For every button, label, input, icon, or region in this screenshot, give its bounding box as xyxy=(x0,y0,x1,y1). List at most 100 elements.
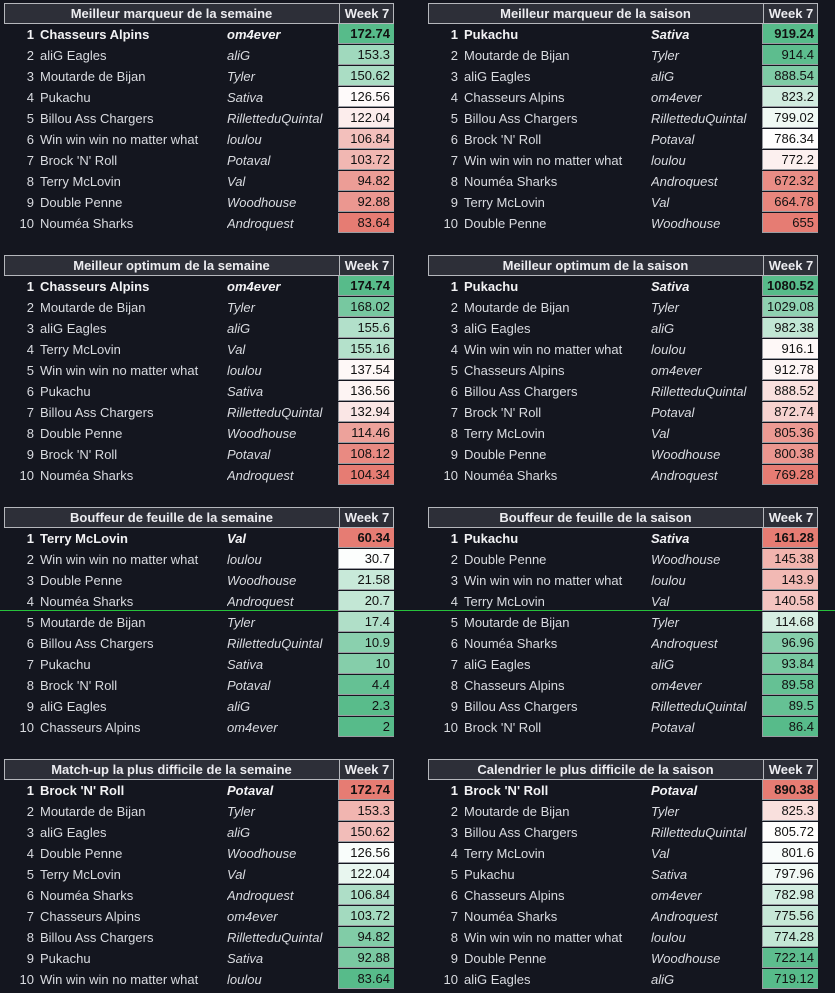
owner-name: loulou xyxy=(651,573,686,588)
value-cell: 722.14 xyxy=(762,948,818,968)
team-name: Brock 'N' Roll xyxy=(464,405,542,420)
rank-cell: 8 xyxy=(26,930,34,945)
owner-name: aliG xyxy=(227,699,251,714)
owner-name: Sativa xyxy=(651,867,688,882)
team-name: Chasseurs Alpins xyxy=(40,909,141,924)
table-row: 8 Double Penne Woodhouse 114.46 xyxy=(4,423,394,444)
rank-cell: 2 xyxy=(26,552,34,567)
team-name: Moutarde de Bijan xyxy=(40,615,146,630)
table-row: 9 Billou Ass Chargers RilletteduQuintal 89.… xyxy=(428,696,818,717)
week-column-header: Week 7 xyxy=(339,760,394,779)
table-row: 6 Pukachu Sativa 136.56 xyxy=(4,381,394,402)
value-cell: 10.9 xyxy=(338,633,394,653)
owner-name: Sativa xyxy=(651,279,690,294)
owner-name: Val xyxy=(227,342,246,357)
team-name: aliG Eagles xyxy=(464,69,531,84)
table-row: 4 Terry McLovin Val 801.6 xyxy=(428,843,818,864)
team-name: Pukachu xyxy=(464,531,519,546)
team-name: Pukachu xyxy=(464,279,519,294)
table-row: 6 Chasseurs Alpins om4ever 782.98 xyxy=(428,885,818,906)
team-name: Brock 'N' Roll xyxy=(464,720,542,735)
rank-cell: 9 xyxy=(450,951,458,966)
table-row: 3 aliG Eagles aliG 155.6 xyxy=(4,318,394,339)
owner-name: loulou xyxy=(651,153,686,168)
value-cell: 93.84 xyxy=(762,654,818,674)
team-name: Nouméa Sharks xyxy=(464,636,558,651)
owner-name: aliG xyxy=(651,69,675,84)
rank-cell: 1 xyxy=(26,531,34,546)
rank-cell: 8 xyxy=(26,678,34,693)
table-row: 2 Moutarde de Bijan Tyler 1029.08 xyxy=(428,297,818,318)
table-row: 3 Double Penne Woodhouse 21.58 xyxy=(4,570,394,591)
team-name: aliG Eagles xyxy=(40,825,107,840)
table-row: 5 Billou Ass Chargers RilletteduQuintal 799… xyxy=(428,108,818,129)
owner-name: Tyler xyxy=(227,69,255,84)
owner-name: Val xyxy=(651,426,670,441)
team-name: Billou Ass Chargers xyxy=(40,405,154,420)
team-name: Double Penne xyxy=(464,951,547,966)
table-header: Meilleur marqueur de la semaine Week 7 xyxy=(4,3,394,24)
team-name: Moutarde de Bijan xyxy=(464,615,570,630)
rank-cell: 2 xyxy=(26,804,34,819)
rank-cell: 4 xyxy=(450,90,458,105)
value-cell: 155.16 xyxy=(338,339,394,359)
rank-cell: 10 xyxy=(19,972,34,987)
table-row: 9 Terry McLovin Val 664.78 xyxy=(428,192,818,213)
table-row: 5 Billou Ass Chargers RilletteduQuintal 122… xyxy=(4,108,394,129)
table-header: Meilleur optimum de la saison Week 7 xyxy=(428,255,818,276)
rank-cell: 9 xyxy=(450,699,458,714)
table-row: 10 Brock 'N' Roll Potaval 86.4 xyxy=(428,717,818,738)
table-row: 1 Pukachu Sativa 1080.52 xyxy=(428,276,818,297)
rank-cell: 6 xyxy=(26,384,34,399)
table-row: 4 Chasseurs Alpins om4ever 823.2 xyxy=(428,87,818,108)
table-row: 10 Nouméa Sharks Androquest 104.34 xyxy=(4,465,394,486)
value-cell: 888.52 xyxy=(762,381,818,401)
rank-cell: 10 xyxy=(443,216,458,231)
table-title: Match-up la plus difficile de la semaine xyxy=(51,762,292,777)
owner-name: Sativa xyxy=(227,384,264,399)
rank-cell: 5 xyxy=(450,867,458,882)
rank-cell: 6 xyxy=(450,888,458,903)
rank-cell: 7 xyxy=(26,909,34,924)
table-row: 10 Chasseurs Alpins om4ever 2 xyxy=(4,717,394,738)
rank-cell: 10 xyxy=(19,216,34,231)
table-row: 7 Brock 'N' Roll Potaval 872.74 xyxy=(428,402,818,423)
rank-cell: 4 xyxy=(26,594,34,609)
table-header: Calendrier le plus difficile de la saiso… xyxy=(428,759,818,780)
team-name: Nouméa Sharks xyxy=(40,888,134,903)
rank-cell: 6 xyxy=(26,132,34,147)
rank-cell: 7 xyxy=(26,657,34,672)
stat-table: Match-up la plus difficile de la semaine… xyxy=(4,759,394,990)
owner-name: Potaval xyxy=(227,153,271,168)
rank-cell: 8 xyxy=(26,174,34,189)
owner-name: Androquest xyxy=(651,468,718,483)
owner-name: RilletteduQuintal xyxy=(227,930,323,945)
table-row: 2 Moutarde de Bijan Tyler 153.3 xyxy=(4,801,394,822)
value-cell: 106.84 xyxy=(338,129,394,149)
owner-name: Val xyxy=(227,174,246,189)
value-cell: 10 xyxy=(338,654,394,674)
stat-table: Meilleur marqueur de la saison Week 7 1 Puk… xyxy=(428,3,818,234)
value-cell: 786.34 xyxy=(762,129,818,149)
value-cell: 172.74 xyxy=(338,780,394,800)
rank-cell: 2 xyxy=(450,552,458,567)
table-row: 1 Chasseurs Alpins om4ever 174.74 xyxy=(4,276,394,297)
table-row: 1 Brock 'N' Roll Potaval 172.74 xyxy=(4,780,394,801)
week-column-header: Week 7 xyxy=(339,4,394,23)
table-row: 3 aliG Eagles aliG 888.54 xyxy=(428,66,818,87)
rank-cell: 2 xyxy=(450,48,458,63)
rank-cell: 7 xyxy=(450,405,458,420)
week-column-header: Week 7 xyxy=(763,256,818,275)
value-cell: 153.3 xyxy=(338,801,394,821)
table-row: 5 Chasseurs Alpins om4ever 912.78 xyxy=(428,360,818,381)
table-row: 6 Billou Ass Chargers RilletteduQuintal 10.… xyxy=(4,633,394,654)
rank-cell: 6 xyxy=(450,636,458,651)
team-name: Moutarde de Bijan xyxy=(40,804,146,819)
team-name: Double Penne xyxy=(40,426,123,441)
table-row: 8 Terry McLovin Val 805.36 xyxy=(428,423,818,444)
table-row: 8 Brock 'N' Roll Potaval 4.4 xyxy=(4,675,394,696)
table-row: 7 Billou Ass Chargers RilletteduQuintal 132… xyxy=(4,402,394,423)
table-header: Meilleur marqueur de la saison Week 7 xyxy=(428,3,818,24)
value-cell: 168.02 xyxy=(338,297,394,317)
